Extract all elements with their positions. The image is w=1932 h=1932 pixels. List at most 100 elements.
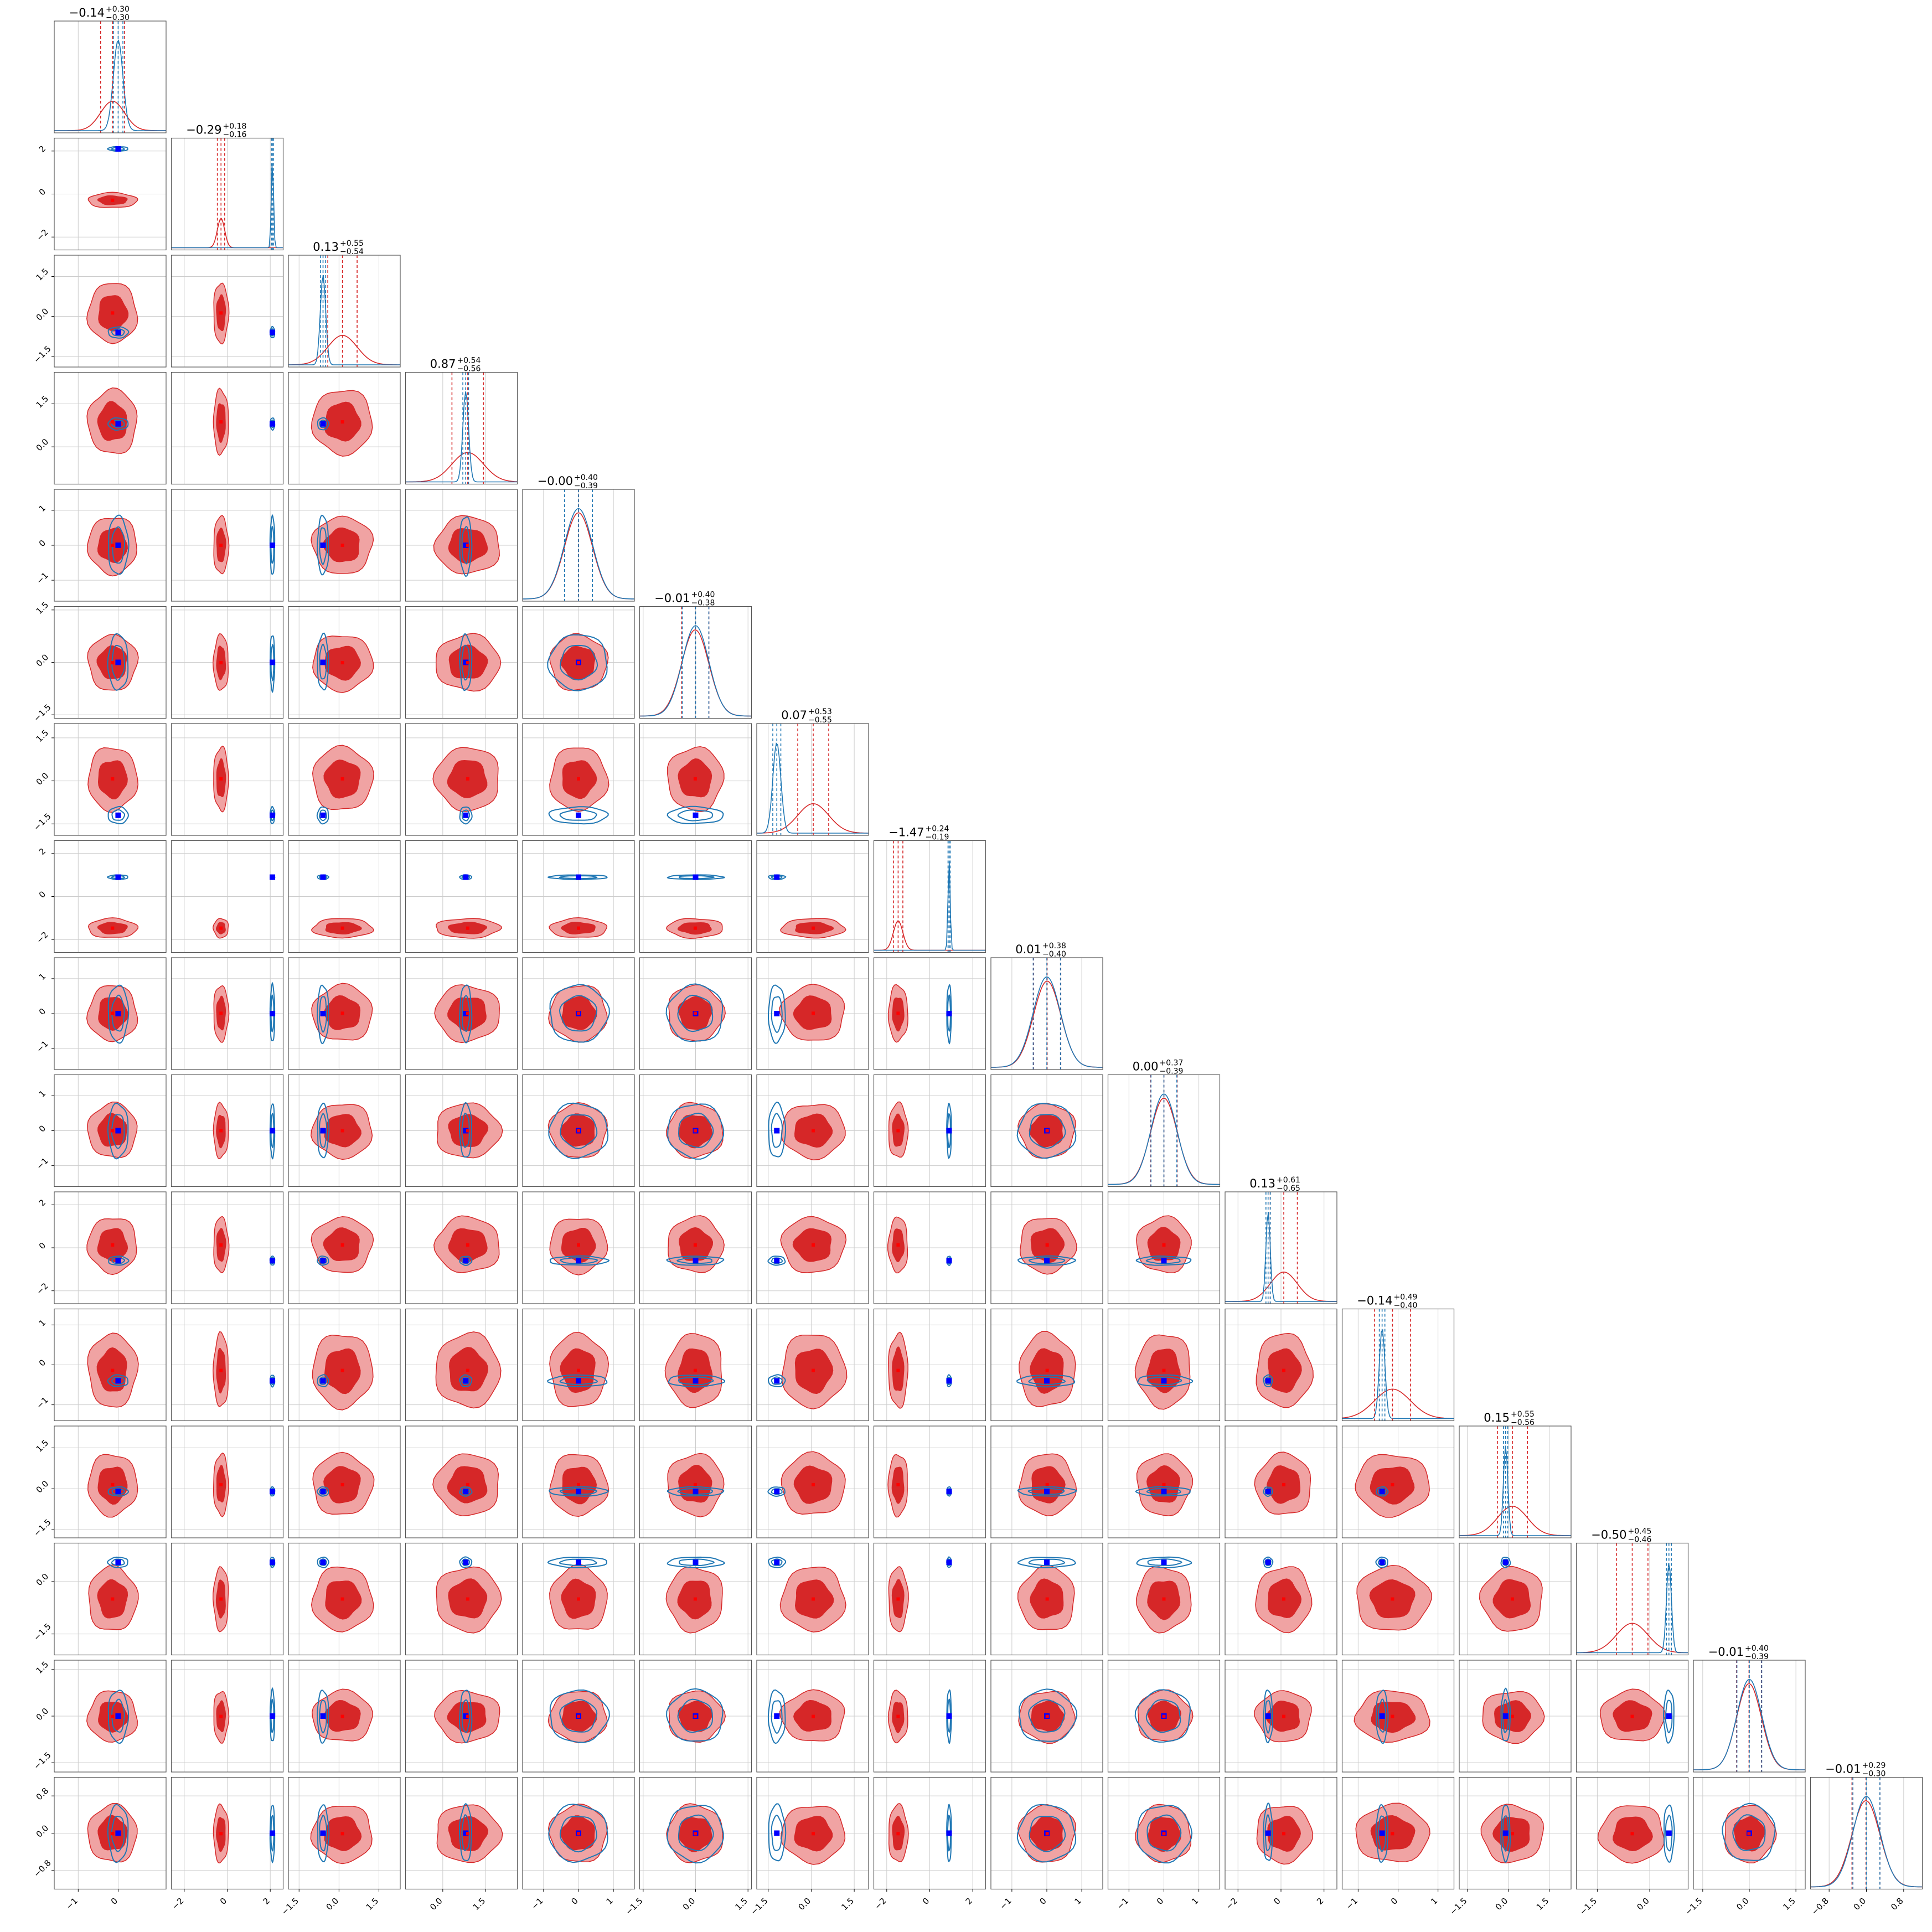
contour-blue-outer — [768, 1556, 787, 1568]
contour-blue-inner — [676, 1257, 712, 1264]
panel-title-plus: +0.49 — [1394, 1293, 1418, 1302]
y-tick-label: −2 — [34, 227, 50, 242]
x-tick-label: −2 — [872, 1896, 888, 1912]
contour-blue-outer — [108, 514, 130, 575]
contour-blue-outer — [459, 1486, 473, 1497]
panel-frame — [1225, 1660, 1337, 1773]
panel-title-median: 0.07 — [781, 709, 807, 722]
x-tick-label: 0 — [1155, 1896, 1165, 1907]
contour-blue-outer — [459, 874, 473, 880]
histogram-blue — [405, 391, 518, 483]
histogram-blue — [990, 976, 1103, 1068]
x-tick-label: −1.5 — [748, 1896, 769, 1917]
panel-background — [757, 724, 869, 835]
panel-15-8: −1 0 1 — [990, 1776, 1103, 1912]
marker-red — [1511, 1714, 1515, 1718]
panel-8-6 — [756, 957, 869, 1070]
histogram-blue — [288, 275, 400, 365]
marker-red — [466, 1714, 469, 1718]
marker-red — [111, 1243, 115, 1247]
panel-frame — [171, 489, 284, 602]
marker-red — [340, 420, 344, 424]
marker-red — [340, 1243, 344, 1247]
marker-red — [111, 777, 115, 781]
panel-12-3 — [405, 1425, 518, 1538]
y-tick-label: −1 — [34, 1156, 50, 1171]
panel-7-7: −1.47 +0.24−0.19 — [873, 825, 986, 953]
truth-marker-blue — [115, 1830, 121, 1836]
contour-blue-outer — [1016, 1103, 1077, 1159]
panel-14-13 — [1575, 1660, 1689, 1773]
panel-title-median: −0.01 — [654, 592, 690, 605]
panel-frame — [288, 371, 401, 485]
histogram-red — [757, 803, 869, 834]
panel-1-0: 2 0 −2 — [34, 137, 167, 251]
contour-blue-outer — [548, 806, 609, 825]
marker-red — [812, 1482, 815, 1486]
y-tick-label: −1.5 — [32, 1621, 53, 1642]
contour-blue-outer — [768, 1803, 787, 1862]
y-tick-label: 0.0 — [34, 1823, 51, 1840]
x-tick-label: −1 — [1344, 1896, 1360, 1912]
contour-blue-inner — [111, 809, 125, 821]
contour-blue-inner — [319, 643, 328, 680]
panel-10-3 — [405, 1191, 518, 1304]
truth-marker-blue — [320, 421, 326, 427]
panel-title-minus: −0.56 — [457, 365, 481, 374]
y-tick-label: 0.0 — [34, 306, 51, 323]
marker-red — [340, 1597, 344, 1601]
contour-blue-outer — [107, 1804, 129, 1863]
marker-red — [1045, 1482, 1049, 1486]
panel-frame — [522, 1660, 635, 1773]
panel-2-2: 0.13 +0.55−0.54 — [288, 239, 401, 368]
panel-frame — [171, 1542, 284, 1656]
panel-15-3: 0.0 1.5 — [405, 1776, 518, 1913]
truth-marker-blue — [463, 1713, 469, 1719]
marker-red — [693, 926, 697, 930]
y-tick-label: 0.0 — [34, 437, 51, 453]
contour-blue-inner — [1029, 1816, 1066, 1852]
marker-red — [466, 1243, 469, 1247]
panel-title-plus: +0.18 — [223, 122, 247, 131]
marker-red — [1282, 1597, 1286, 1601]
marker-red — [111, 1482, 115, 1486]
marker-red — [896, 1129, 900, 1133]
panel-frame — [1459, 1776, 1572, 1890]
truth-marker-blue — [1044, 1559, 1050, 1566]
marker-red — [1511, 1832, 1515, 1836]
contour-blue-inner — [677, 809, 713, 822]
y-tick-label: 0 — [37, 187, 48, 197]
x-tick-label: 0.0 — [797, 1896, 813, 1913]
panel-11-1 — [171, 1308, 284, 1422]
y-tick-label: 1 — [37, 1318, 48, 1328]
marker-red — [896, 1714, 900, 1718]
panel-frame — [288, 957, 401, 1070]
marker-red — [577, 1597, 580, 1601]
contour-blue-inner — [111, 1558, 125, 1566]
panel-frame — [405, 1308, 518, 1422]
panel-8-0: 1 0 −1 — [34, 957, 167, 1070]
panel-7-3 — [405, 840, 518, 953]
truth-marker-blue — [1265, 1830, 1271, 1836]
panel-frame — [1107, 1660, 1221, 1773]
truth-marker-blue — [115, 1713, 121, 1719]
panel-15-1: −2 0 2 — [170, 1776, 284, 1912]
panel-frame — [1575, 1776, 1689, 1890]
marker-red — [1045, 1832, 1049, 1836]
y-tick-label: −1 — [34, 1395, 50, 1411]
panel-3-2 — [288, 371, 401, 485]
marker-red — [1045, 1368, 1049, 1372]
marker-red — [111, 1597, 115, 1601]
truth-marker-blue — [1379, 1489, 1385, 1495]
x-tick-label: 0 — [569, 1896, 580, 1907]
marker-red — [466, 777, 469, 781]
contour-blue-outer — [666, 1688, 724, 1742]
marker-red — [1162, 1368, 1166, 1372]
panel-title-plus: +0.45 — [1628, 1527, 1652, 1536]
truth-marker-blue — [774, 1378, 780, 1384]
truth-marker-blue — [693, 812, 699, 818]
contour-blue-inner — [559, 995, 598, 1032]
contour-blue-outer — [107, 1374, 129, 1387]
x-tick-label: 1.5 — [471, 1896, 488, 1913]
panel-5-2 — [288, 606, 401, 719]
